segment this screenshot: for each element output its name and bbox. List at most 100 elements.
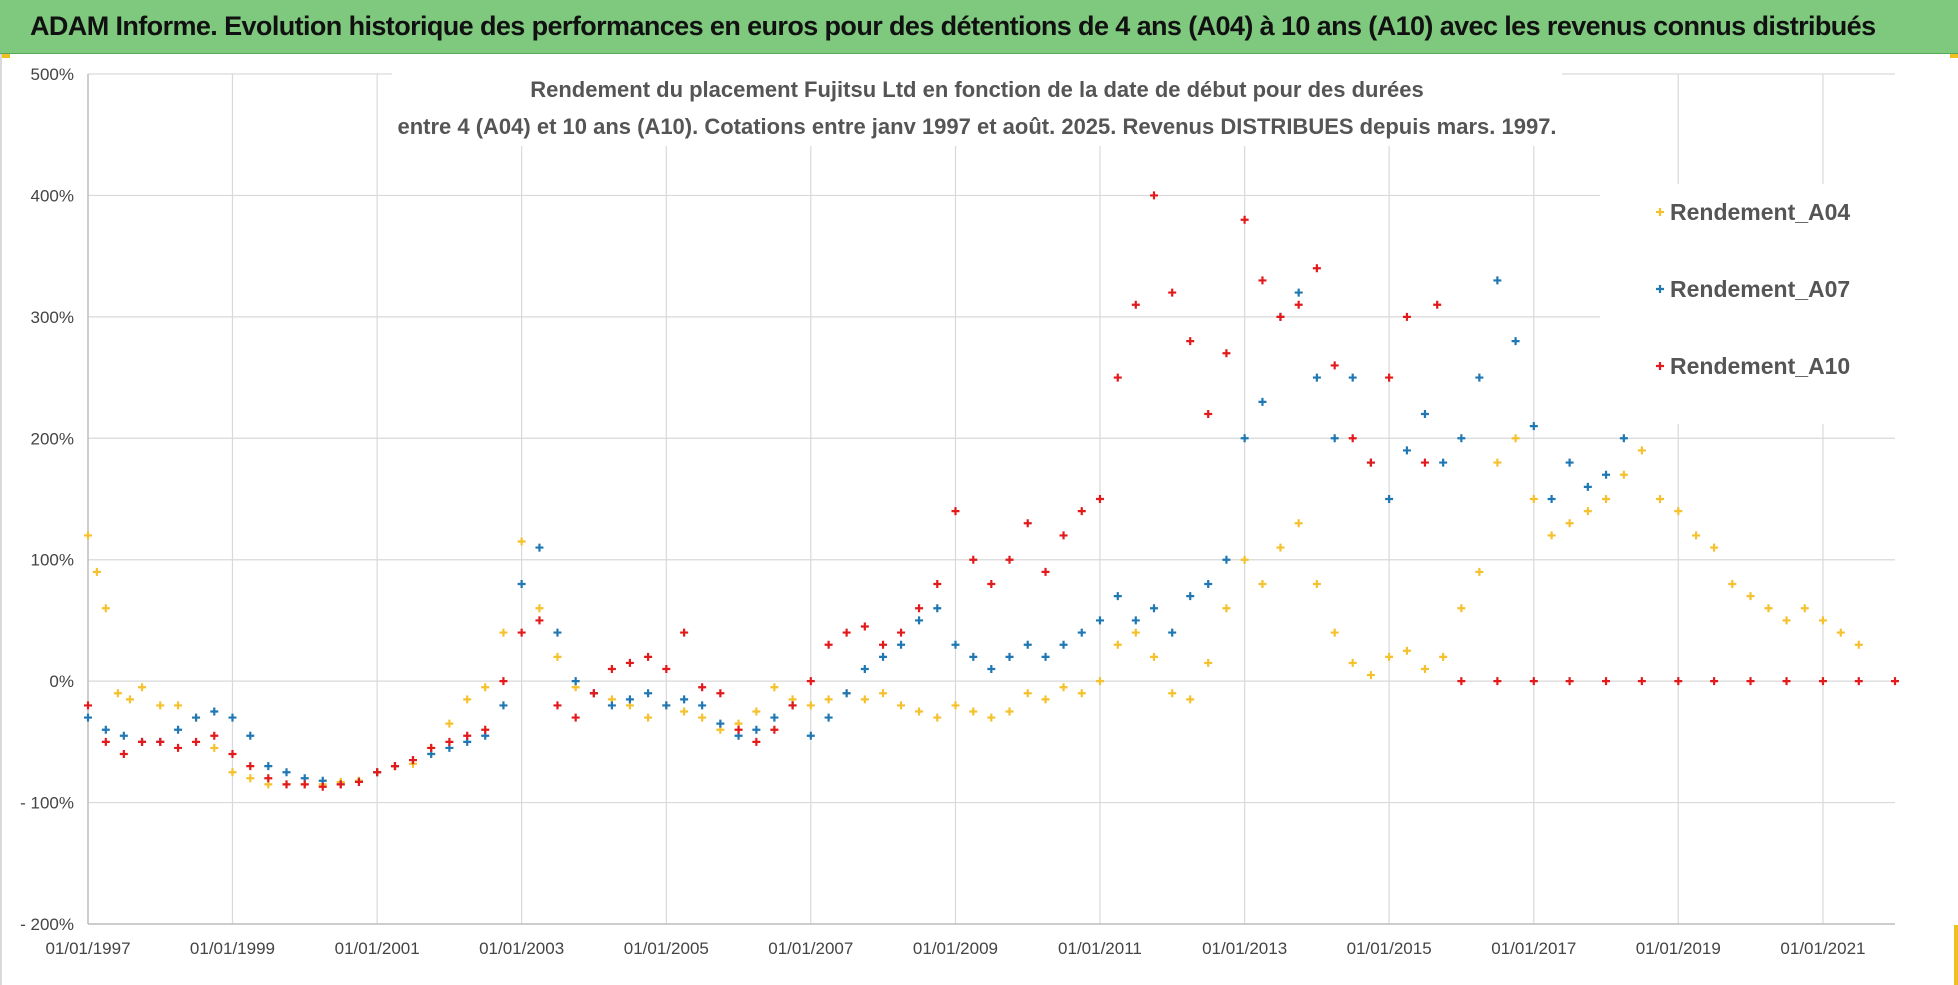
data-point (119, 750, 128, 758)
data-point (1420, 665, 1429, 673)
data-point (481, 725, 490, 734)
data-point (969, 652, 978, 661)
data-point (1023, 689, 1032, 698)
data-point (824, 640, 833, 649)
data-point (1746, 592, 1755, 601)
x-tick-label: 01/01/2021 (1780, 939, 1865, 958)
data-point (282, 780, 291, 789)
data-point (535, 604, 544, 613)
data-point (1385, 373, 1394, 382)
data-point (282, 768, 291, 777)
data-point (1529, 422, 1538, 431)
data-point (1294, 300, 1303, 309)
data-point (1493, 458, 1502, 467)
data-point (1493, 276, 1502, 285)
data-point (1692, 531, 1701, 540)
data-point (1385, 495, 1394, 503)
data-point (101, 737, 110, 746)
series-Rendement_A07 (84, 276, 1640, 789)
data-point (897, 701, 906, 710)
data-point (300, 780, 309, 789)
data-point (1511, 434, 1520, 443)
y-tick-label: - 100% (20, 794, 74, 813)
data-point (1330, 628, 1339, 637)
chart-area: 500% 400% 300% 200% 100% 0% - 100% - 200% 01/01… (0, 54, 1958, 985)
data-point (228, 768, 237, 777)
x-axis-labels: 01/01/1997 01/01/1999 01/01/2001 01/01/2003… (45, 939, 1865, 958)
data-point (1800, 604, 1809, 613)
data-point (860, 695, 869, 704)
data-point (1547, 495, 1556, 503)
data-point (1059, 531, 1068, 540)
data-point (915, 604, 924, 613)
x-tick-label: 01/01/1997 (45, 939, 130, 958)
data-point (1402, 312, 1411, 321)
data-point (698, 701, 707, 710)
data-point (408, 756, 417, 765)
data-point (1312, 580, 1321, 588)
data-point (1782, 677, 1791, 686)
legend-marker (1656, 208, 1664, 216)
data-point (770, 713, 779, 722)
data-point (589, 689, 598, 698)
data-point (752, 737, 761, 746)
x-tick-label: 01/01/2017 (1491, 939, 1576, 958)
data-point (210, 731, 219, 740)
y-axis-labels: 500% 400% 300% 200% 100% 0% - 100% - 200% (20, 65, 74, 934)
data-point (192, 737, 201, 746)
data-point (1420, 458, 1429, 467)
data-point (84, 531, 92, 540)
data-point (1240, 555, 1249, 564)
data-point (987, 665, 996, 673)
data-point (806, 731, 815, 740)
series-Rendement_A04 (84, 434, 1863, 789)
x-tick-label: 01/01/2001 (335, 939, 420, 958)
legend-label: Rendement_A04 (1670, 199, 1850, 225)
data-point (1222, 349, 1231, 358)
data-point (1131, 300, 1140, 309)
data-point (1637, 677, 1646, 686)
data-point (1547, 531, 1556, 540)
data-point (1204, 658, 1213, 667)
data-point (969, 555, 978, 564)
data-point (1710, 543, 1719, 552)
data-point (1095, 616, 1104, 625)
data-point (228, 750, 237, 758)
data-point (463, 731, 472, 740)
data-point (1565, 677, 1574, 686)
data-point (174, 725, 183, 734)
data-point (824, 695, 833, 704)
data-point (879, 640, 888, 649)
data-point (1818, 677, 1827, 686)
data-point (1312, 264, 1321, 273)
data-point (553, 628, 562, 637)
data-point (1131, 616, 1140, 625)
data-point (1583, 482, 1592, 491)
x-tick-label: 01/01/2007 (768, 939, 853, 958)
data-point (1457, 434, 1466, 443)
data-point (1186, 337, 1195, 346)
x-tick-label: 01/01/1999 (190, 939, 275, 958)
data-point (1095, 495, 1104, 503)
data-point (879, 652, 888, 661)
data-point (1222, 604, 1231, 613)
data-point (156, 737, 165, 746)
data-point (644, 652, 653, 661)
data-point (1565, 519, 1574, 528)
data-point (806, 701, 815, 710)
data-point (481, 683, 490, 692)
data-point (716, 689, 725, 698)
chart-title-line-2: entre 4 (A04) et 10 ans (A10). Cotations… (397, 114, 1556, 139)
corner-marker-right (1950, 54, 1958, 58)
data-point (1348, 373, 1357, 382)
data-point (662, 701, 671, 710)
data-point (1258, 276, 1267, 285)
data-point (553, 652, 562, 661)
data-point (1656, 495, 1665, 503)
data-point (1674, 677, 1683, 686)
data-point (607, 665, 616, 673)
data-point (499, 701, 508, 710)
data-point (1330, 361, 1339, 370)
data-point (1511, 337, 1520, 346)
data-point (1204, 410, 1213, 418)
